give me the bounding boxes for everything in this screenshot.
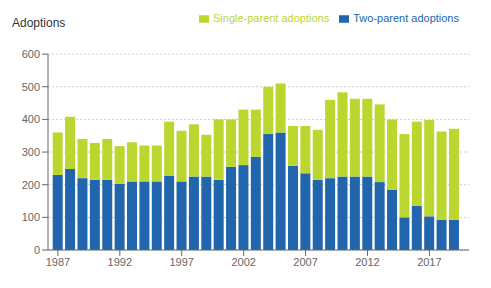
svg-text:400: 400 — [22, 113, 40, 125]
svg-text:2017: 2017 — [417, 256, 441, 268]
svg-text:100: 100 — [22, 211, 40, 223]
svg-text:1992: 1992 — [108, 256, 132, 268]
svg-text:2007: 2007 — [293, 256, 317, 268]
svg-text:200: 200 — [22, 179, 40, 191]
svg-text:500: 500 — [22, 81, 40, 93]
svg-text:1997: 1997 — [169, 256, 193, 268]
svg-text:2002: 2002 — [231, 256, 255, 268]
html-text:Two-parent adoptions: Two-parent adoptions — [353, 12, 459, 24]
html-text:Single-parent adoptions: Single-parent adoptions — [213, 12, 330, 24]
svg-text:600: 600 — [22, 48, 40, 60]
html-text:Adoptions: Adoptions — [12, 16, 66, 30]
svg-text:0: 0 — [34, 244, 40, 256]
svg-text:1987: 1987 — [46, 256, 70, 268]
svg-text:2012: 2012 — [355, 256, 379, 268]
svg-text:300: 300 — [22, 146, 40, 158]
